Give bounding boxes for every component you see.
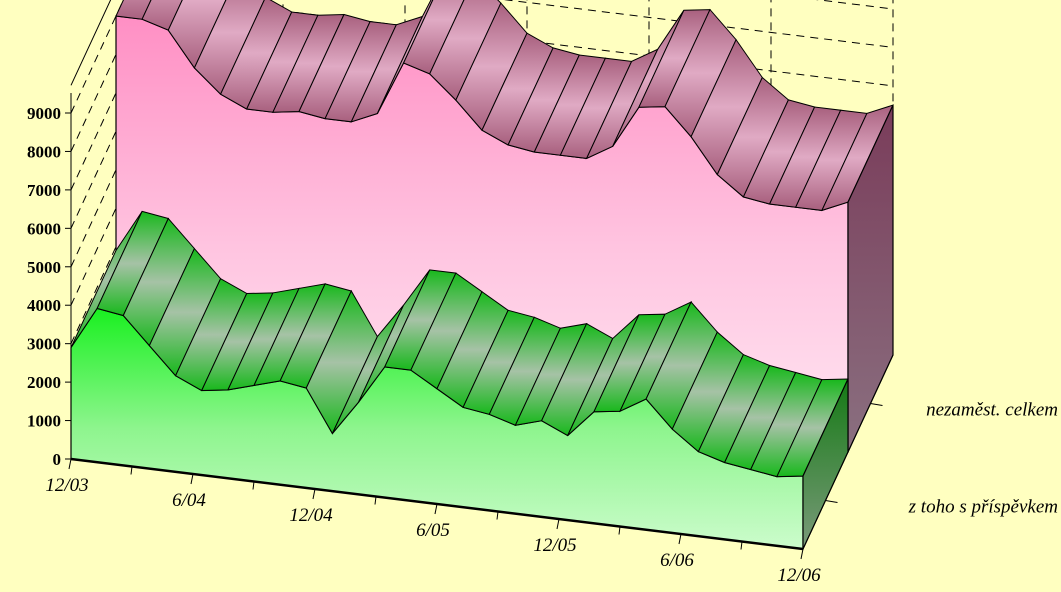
x-tick-label: 6/05 (416, 520, 450, 541)
y-tick-label: 5000 (27, 258, 61, 277)
series-celkem-strip (402, 0, 465, 75)
xtick-mark-6 (800, 548, 804, 560)
depth-axis-line (802, 354, 894, 550)
series-label: nezaměst. celkem (926, 400, 1058, 421)
series-celkem-strip (193, 0, 265, 96)
y-tick-label: 8000 (27, 142, 61, 161)
gridline-8000 (70, 0, 894, 152)
xtick-mark-0 (68, 458, 72, 470)
x-tick-label: 12/05 (533, 535, 576, 556)
y-tick-label: 0 (53, 450, 62, 469)
xtick-minor (252, 481, 255, 490)
xtick-mark-5 (678, 533, 682, 545)
x-tick-label: 12/03 (45, 475, 88, 496)
xtick-mark-2 (312, 488, 316, 500)
xtick-minor (740, 541, 743, 550)
series-celkem-strip (167, 0, 227, 69)
x-tick-label: 12/04 (289, 505, 333, 526)
y-tick-label: 1000 (27, 412, 61, 431)
x-tick-label: 12/06 (777, 565, 821, 586)
y-tick-label: 2000 (27, 373, 61, 392)
series-celkem-strip (376, 0, 434, 114)
series-prispevek (70, 210, 849, 550)
xtick-mark-4 (556, 518, 560, 530)
depth-tick (825, 500, 838, 503)
series-front (70, 210, 849, 550)
wall-top-edge (70, 0, 112, 86)
x-tick-label: 6/04 (172, 490, 206, 511)
series-celkem-strip (141, 0, 183, 31)
y-tick-label: 6000 (27, 219, 61, 238)
labels: 0 1000 2000 3000 4000 5000 6000 7000 8000 9000 12/… (27, 104, 1058, 586)
series-celkem-strip (115, 0, 152, 20)
xtick-minor (496, 511, 499, 520)
y-tick-label: 4000 (27, 296, 61, 315)
y-tick-label: 3000 (27, 335, 61, 354)
series-label: z toho s příspěvkem (908, 497, 1058, 518)
x-tick-label: 6/06 (660, 550, 694, 571)
gridline-9000 (70, 0, 894, 114)
depth-tick (870, 403, 883, 406)
xtick-mark-3 (434, 503, 438, 515)
axes (65, 93, 894, 560)
xtick-minor (374, 496, 377, 505)
xtick-minor (130, 466, 133, 475)
xtick-minor (618, 526, 621, 535)
xtick-mark-1 (190, 473, 194, 485)
y-tick-label: 9000 (27, 104, 61, 123)
y-tick-label: 7000 (27, 181, 61, 200)
